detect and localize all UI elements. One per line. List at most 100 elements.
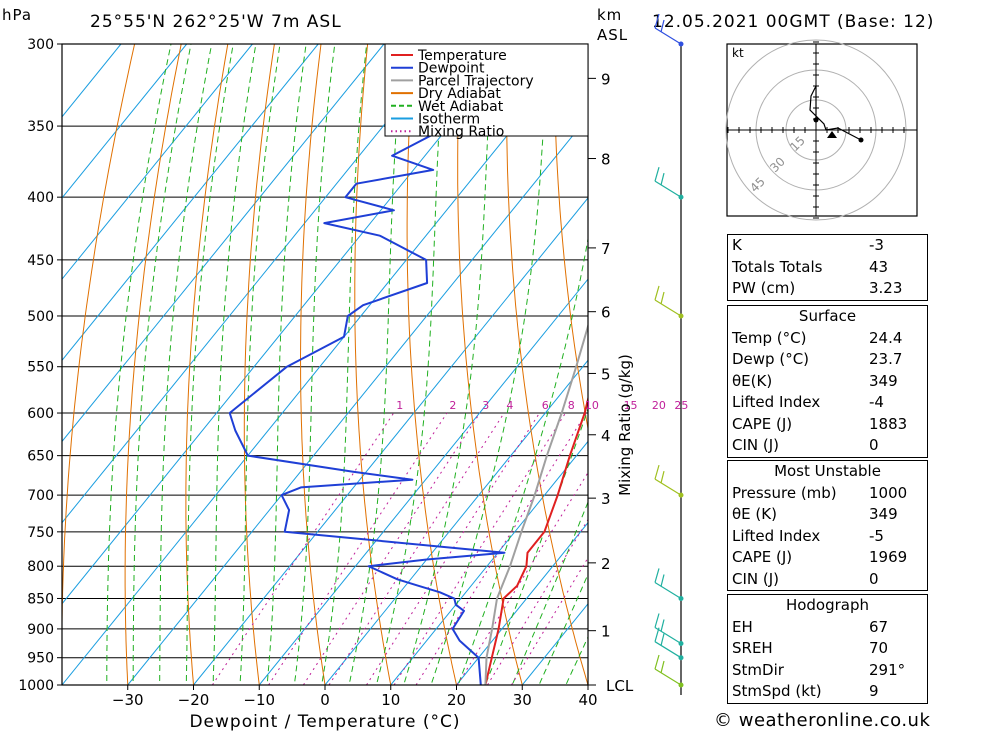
mixing-ratio-tick-label: 1 <box>396 399 403 412</box>
hodograph-stat-row: SREH 70 <box>728 638 927 660</box>
isotherm-line <box>390 440 588 685</box>
isotherm-line <box>62 44 385 443</box>
pressure-tick-label: 400 <box>27 190 54 206</box>
surface-label: Dewp (°C) <box>732 350 810 368</box>
mixing-ratio-line <box>511 556 588 685</box>
temperature-tick-label: 40 <box>578 691 597 709</box>
isotherm-line <box>193 197 588 685</box>
pressure-tick-label: 600 <box>27 406 54 422</box>
pressure-tick-label: 500 <box>27 309 54 325</box>
wet-adiabat-line <box>538 573 588 685</box>
pressure-tick-label: 800 <box>27 559 54 575</box>
mixing-ratio-tick-label: 20 <box>652 399 666 412</box>
pressure-tick-label: 550 <box>27 360 54 376</box>
wind-barb <box>654 13 682 45</box>
wind-barb-flag <box>660 574 665 587</box>
dry-adiabat-line <box>354 44 392 685</box>
most-unstable-row: CIN (J) 0 <box>728 569 927 591</box>
most-unstable-value: 0 <box>869 569 879 588</box>
legend-label: Temperature <box>417 48 507 64</box>
mixing-ratio-line <box>268 412 448 685</box>
most-unstable-row: Pressure (mb) 1000 <box>728 483 927 505</box>
dry-adiabat-line <box>457 44 523 685</box>
most-unstable-label: θE (K) <box>732 505 777 523</box>
index-value: -3 <box>869 236 884 254</box>
most-unstable-row: θE (K) 349 <box>728 504 927 526</box>
hodograph-table: Hodograph EH 67 SREH 70 StmDir 291° StmSpd (kt… <box>727 594 928 704</box>
isotherm-line <box>456 521 588 685</box>
surface-label: CIN (J) <box>732 436 780 454</box>
credit-label: © weatheronline.co.uk <box>714 710 931 731</box>
surface-label: Temp (°C) <box>732 328 807 347</box>
isotherm-line <box>62 44 253 280</box>
wind-barb-flag <box>660 19 665 33</box>
wind-barb-shaft <box>654 180 682 198</box>
wind-barb-flag <box>654 613 660 628</box>
wet-adiabat-line <box>293 44 336 685</box>
temperature-tick-label: −20 <box>178 691 210 709</box>
surface-row: CIN (J) 0 <box>728 435 927 457</box>
most-unstable-title: Most Unstable <box>774 462 881 480</box>
temperature-tick-label: 10 <box>381 691 400 709</box>
most-unstable-row: Lifted Index -5 <box>728 526 927 548</box>
wind-barb <box>654 613 682 645</box>
hodograph-point <box>858 137 864 143</box>
mixing-ratio-line <box>302 412 481 685</box>
wind-barb-shaft <box>654 641 682 659</box>
wind-barb-flag <box>660 173 665 186</box>
wet-adiabat-line <box>106 44 172 685</box>
hodograph-stat-row: EH 67 <box>728 617 927 639</box>
location-label: 25°55'N 262°25'W 7m ASL <box>90 12 342 32</box>
wind-barb-shaft <box>654 668 682 686</box>
most-unstable-table: Most Unstable Pressure (mb) 1000 θE (K) 349… <box>727 460 928 591</box>
wind-barb-flag <box>654 285 660 301</box>
index-row: Totals Totals 43 <box>728 257 927 279</box>
isotherm-line <box>62 44 188 199</box>
index-label: K <box>732 236 742 254</box>
wet-adiabat-line <box>266 44 307 685</box>
hodograph-stat-row: StmDir 291° <box>728 660 927 682</box>
km-tick-label: 9 <box>601 70 611 88</box>
km-tick-label: 4 <box>601 427 611 445</box>
hodograph-title: Hodograph <box>785 596 870 614</box>
axes: 1234681015202530035040045050055060065070… <box>18 37 688 709</box>
wind-barb-flag <box>660 633 665 646</box>
legend-label: Isotherm <box>418 112 480 128</box>
temperature-tick-label: −30 <box>112 691 144 709</box>
hpa-unit-label: hPa <box>2 6 33 24</box>
wind-barb-flag <box>654 568 660 583</box>
surface-label: θE(K) <box>732 371 773 390</box>
km-tick-label: 1 <box>601 623 611 641</box>
hodograph-stat-label: StmDir <box>732 660 784 679</box>
pressure-tick-label: 950 <box>27 651 54 667</box>
parcel-trajectory-series-line <box>484 322 588 685</box>
mixing-ratio-tick-label: 10 <box>585 399 599 412</box>
wind-barb-shaft <box>654 581 682 599</box>
surface-label: CAPE (J) <box>732 414 793 433</box>
km-tick-label: 3 <box>601 490 611 508</box>
hodograph-point <box>813 117 819 123</box>
index-value: 43 <box>869 257 889 276</box>
isotherm-line <box>62 44 516 605</box>
legend-label: Wet Adiabat <box>418 99 504 115</box>
pressure-tick-label: 450 <box>27 253 54 269</box>
most-unstable-value: 1000 <box>869 483 908 502</box>
km-tick-label: 7 <box>601 240 611 258</box>
wind-barb <box>654 285 682 317</box>
temperature-tick-label: 30 <box>513 691 532 709</box>
wet-adiabat-line <box>348 44 404 685</box>
legend-box <box>384 43 589 137</box>
wind-barb-flag <box>660 470 665 484</box>
pressure-tick-label: 700 <box>27 488 54 504</box>
wind-barb-shaft <box>654 626 682 645</box>
most-unstable-value: 349 <box>869 505 898 523</box>
mixing-ratio-line <box>415 412 587 685</box>
dry-adiabat-line <box>923 26 1000 711</box>
hodograph-stat-label: StmSpd (kt) <box>732 682 822 700</box>
surface-row: CAPE (J) 1883 <box>728 414 927 436</box>
wind-barb <box>654 654 682 686</box>
dry-adiabat-line <box>506 44 588 685</box>
pressure-tick-label: 650 <box>27 449 54 465</box>
surface-value: 23.7 <box>869 350 903 368</box>
